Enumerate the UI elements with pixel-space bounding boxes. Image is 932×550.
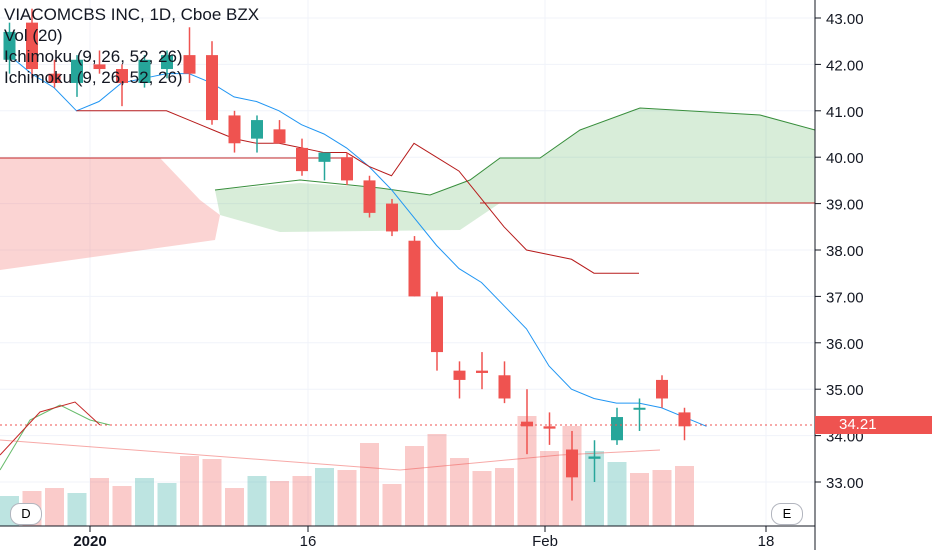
- candle-body: [431, 296, 443, 353]
- price-tick-label: 38.00: [826, 243, 864, 260]
- volume-bar: [90, 478, 109, 526]
- candle-body: [183, 55, 196, 74]
- volume-bar: [652, 470, 672, 526]
- legend-ichimoku-study[interactable]: Ichimoku (9, 26, 52, 26): [4, 47, 183, 66]
- time-tick-label: 16: [300, 533, 317, 550]
- price-axis: 33.0034.0035.0036.0037.0038.0039.0040.00…: [815, 11, 864, 492]
- volume-bar: [180, 456, 199, 526]
- candle-body: [93, 64, 106, 70]
- price-tick-label: 43.00: [826, 11, 864, 28]
- volume-bar: [540, 451, 559, 526]
- price-tick-label: 39.00: [826, 197, 864, 214]
- price-tick-label: 42.00: [826, 57, 864, 74]
- price-tick-label: 41.00: [826, 104, 864, 121]
- base-line: [76, 110, 639, 274]
- candle-body: [26, 22, 38, 70]
- candle-body: [678, 412, 691, 427]
- volume-bar: [135, 478, 154, 526]
- candle-body: [386, 203, 398, 232]
- earnings-badge[interactable]: E: [771, 503, 803, 525]
- candle-body: [318, 152, 331, 162]
- candle-body: [476, 370, 488, 373]
- chart-legend: VIACOMCBS INC, 1D, Cboe BZX Vol (20) Ich…: [4, 4, 259, 88]
- ichimoku-cloud: [0, 107, 816, 270]
- volume-bar: [585, 451, 604, 526]
- price-tick-label: 35.00: [826, 382, 864, 399]
- candle-body: [543, 426, 556, 429]
- candle-body: [71, 59, 83, 83]
- time-tick-label: 2020: [73, 533, 106, 550]
- chart-grid: [0, 0, 815, 526]
- volume-bar: [45, 488, 64, 526]
- volume-bar: [270, 481, 289, 526]
- candle-body: [588, 456, 601, 459]
- volume-bar: [450, 458, 469, 526]
- volume-bar: [382, 484, 402, 526]
- volume-bar: [315, 468, 334, 526]
- volume-bar: [607, 462, 627, 526]
- volume-bar: [157, 483, 177, 526]
- volume-bar: [202, 459, 222, 526]
- price-tick-label: 37.00: [826, 289, 864, 306]
- time-axis: 2020 16 Feb 18: [73, 526, 774, 550]
- price-tick-label: 40.00: [826, 150, 864, 167]
- candle-body: [498, 375, 511, 399]
- time-tick-label: Feb: [532, 533, 558, 550]
- volume-bar: [675, 466, 694, 526]
- volume-bar: [225, 488, 244, 526]
- candle-body: [138, 59, 151, 83]
- cloud-bear: [0, 158, 220, 270]
- volume-bar: [67, 493, 87, 526]
- legend-ichimoku-study-2[interactable]: Ichimoku (9, 26, 52, 26): [4, 68, 183, 87]
- volume-bar: [292, 476, 312, 526]
- volume-bar: [495, 468, 514, 526]
- volume-bar: [247, 476, 267, 526]
- candlesticks: [3, 8, 691, 501]
- current-price-tag: 34.21: [815, 416, 932, 434]
- volume-bar: [472, 471, 492, 526]
- candle-body: [656, 379, 668, 399]
- volume-bar: [360, 443, 379, 526]
- ichimoku-lines: [0, 54, 707, 471]
- volume-bar: [337, 470, 357, 526]
- candle-body: [296, 147, 308, 172]
- candle-body: [273, 129, 286, 144]
- volume-bar: [427, 434, 447, 526]
- volume-bar: [112, 486, 132, 526]
- candle-body: [3, 31, 16, 60]
- candle-body: [116, 69, 128, 83]
- candle-body: [611, 417, 623, 441]
- candle-body: [206, 55, 218, 121]
- candle-body: [341, 157, 353, 181]
- candle-body: [161, 55, 173, 70]
- legend-title: VIACOMCBS INC, 1D, Cboe BZX: [4, 5, 260, 24]
- volume-bar: [517, 416, 537, 526]
- candle-body: [408, 240, 421, 297]
- legend-volume-study[interactable]: Vol (20): [4, 26, 63, 45]
- volume-bars: [0, 416, 694, 526]
- volume-bar: [405, 446, 424, 526]
- candle-body: [48, 73, 61, 83]
- price-tick-label: 36.00: [826, 336, 864, 353]
- price-tick-label: 33.00: [826, 475, 864, 492]
- candle-body: [363, 180, 376, 213]
- volume-bar: [630, 473, 649, 526]
- candle-body: [521, 421, 533, 427]
- candle-body: [228, 115, 241, 144]
- dividend-badge[interactable]: D: [10, 503, 42, 525]
- time-tick-label: 18: [758, 533, 775, 550]
- volume-ma-line: [0, 439, 661, 471]
- candle-body: [251, 120, 263, 139]
- lagging-span-2: [0, 401, 101, 456]
- candle-body: [453, 370, 466, 380]
- candle-body: [633, 407, 646, 410]
- leading-span-a-line: [214, 107, 816, 196]
- candle-body: [566, 449, 578, 478]
